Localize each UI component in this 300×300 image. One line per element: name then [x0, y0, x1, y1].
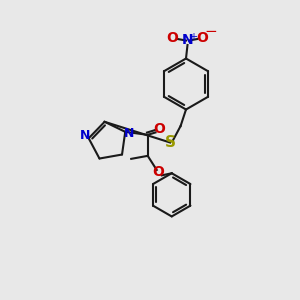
Text: O: O [153, 122, 165, 136]
Text: O: O [196, 31, 208, 44]
Text: N: N [124, 127, 134, 140]
Text: S: S [165, 135, 176, 150]
Text: O: O [167, 31, 178, 44]
Text: −: − [204, 24, 217, 39]
Text: N: N [80, 129, 90, 142]
Text: O: O [152, 165, 164, 179]
Text: +: + [189, 32, 197, 42]
Text: N: N [182, 34, 193, 47]
